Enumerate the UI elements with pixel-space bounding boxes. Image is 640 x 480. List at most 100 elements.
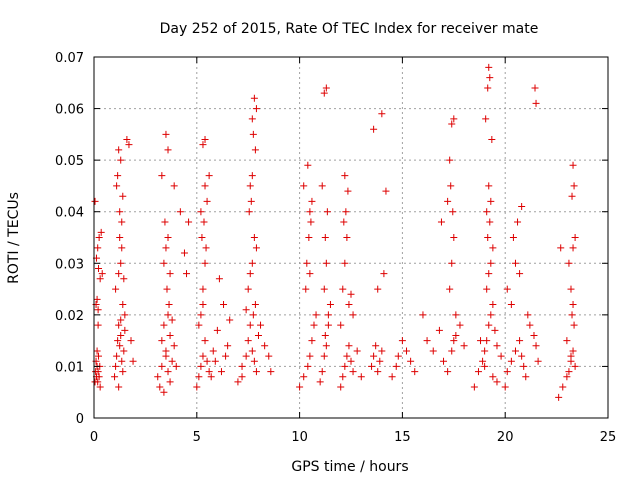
data-point: [115, 383, 123, 391]
data-point: [234, 378, 242, 386]
data-point: [158, 172, 166, 180]
data-point: [248, 172, 256, 180]
data-point: [322, 259, 330, 267]
data-point: [487, 311, 495, 319]
y-tick-label: 0.07: [55, 51, 84, 66]
data-point: [116, 342, 124, 350]
data-point: [407, 357, 415, 365]
data-point: [531, 84, 539, 92]
data-point: [168, 357, 176, 365]
data-point: [305, 234, 313, 241]
data-point: [251, 301, 259, 309]
data-point: [112, 362, 120, 370]
data-point: [446, 285, 454, 293]
data-point: [201, 337, 209, 345]
data-point: [477, 337, 485, 345]
data-point: [532, 99, 540, 107]
data-point: [481, 347, 489, 355]
data-point: [310, 321, 318, 329]
data-point: [460, 342, 468, 350]
data-point: [493, 378, 501, 386]
data-point: [357, 373, 365, 381]
data-point: [503, 368, 511, 376]
data-point: [170, 182, 178, 190]
data-point: [324, 311, 332, 319]
data-point: [199, 301, 207, 309]
data-point: [522, 373, 530, 381]
data-point: [444, 368, 452, 376]
data-point: [117, 156, 125, 164]
data-point: [168, 316, 176, 324]
data-point: [94, 378, 102, 386]
y-axis-title: ROTI / TECUs: [6, 192, 22, 284]
data-point: [162, 244, 170, 252]
data-point: [197, 311, 205, 319]
data-point: [115, 321, 123, 329]
data-point: [95, 373, 103, 381]
data-point: [250, 94, 258, 102]
data-point: [98, 270, 106, 278]
data-point: [570, 182, 578, 190]
data-point: [322, 342, 330, 350]
data-point: [349, 368, 357, 376]
data-point: [238, 373, 246, 381]
data-point: [116, 234, 124, 241]
data-point: [337, 383, 345, 391]
data-point: [530, 331, 538, 339]
data-point: [374, 285, 382, 293]
x-tick-label: 25: [600, 430, 617, 445]
data-point: [202, 244, 210, 252]
data-point: [114, 337, 122, 345]
data-point: [456, 321, 464, 329]
data-point: [156, 383, 164, 391]
plot-area-frame: [93, 56, 609, 419]
data-point: [565, 259, 573, 267]
data-point: [344, 187, 352, 195]
data-point: [440, 357, 448, 365]
data-point: [511, 259, 519, 267]
data-point: [378, 110, 386, 118]
data-point: [185, 218, 193, 226]
data-point: [497, 352, 505, 360]
data-point: [484, 234, 492, 241]
data-point: [565, 368, 573, 376]
data-point: [419, 311, 427, 319]
data-point: [342, 208, 350, 216]
data-point: [388, 373, 396, 381]
data-point: [257, 321, 265, 329]
data-point: [111, 373, 119, 381]
data-point: [172, 362, 180, 370]
data-point: [398, 337, 406, 345]
data-point: [193, 383, 201, 391]
data-point: [200, 218, 208, 226]
data-point: [198, 234, 206, 241]
data-point: [444, 197, 452, 205]
data-point: [501, 383, 509, 391]
data-point: [296, 383, 304, 391]
data-point: [213, 326, 221, 334]
data-point: [392, 362, 400, 370]
data-point: [321, 234, 329, 241]
data-point: [485, 182, 493, 190]
data-point: [201, 182, 209, 190]
data-point: [484, 84, 492, 92]
data-point: [166, 378, 174, 386]
data-point: [345, 301, 353, 309]
data-point: [324, 321, 332, 329]
data-point: [450, 337, 458, 345]
data-point: [113, 352, 121, 360]
data-point: [489, 301, 497, 309]
data-point: [165, 301, 173, 309]
data-point: [304, 161, 312, 169]
chart-title: Day 252 of 2015, Rate Of TEC Index for r…: [160, 21, 539, 37]
data-point: [222, 352, 230, 360]
data-point: [161, 218, 169, 226]
data-point: [242, 352, 250, 360]
data-point: [160, 321, 168, 329]
data-point: [209, 347, 217, 355]
data-point: [318, 182, 326, 190]
data-point: [507, 357, 515, 365]
data-point: [115, 270, 123, 278]
data-point: [251, 146, 259, 154]
data-point: [568, 192, 576, 200]
